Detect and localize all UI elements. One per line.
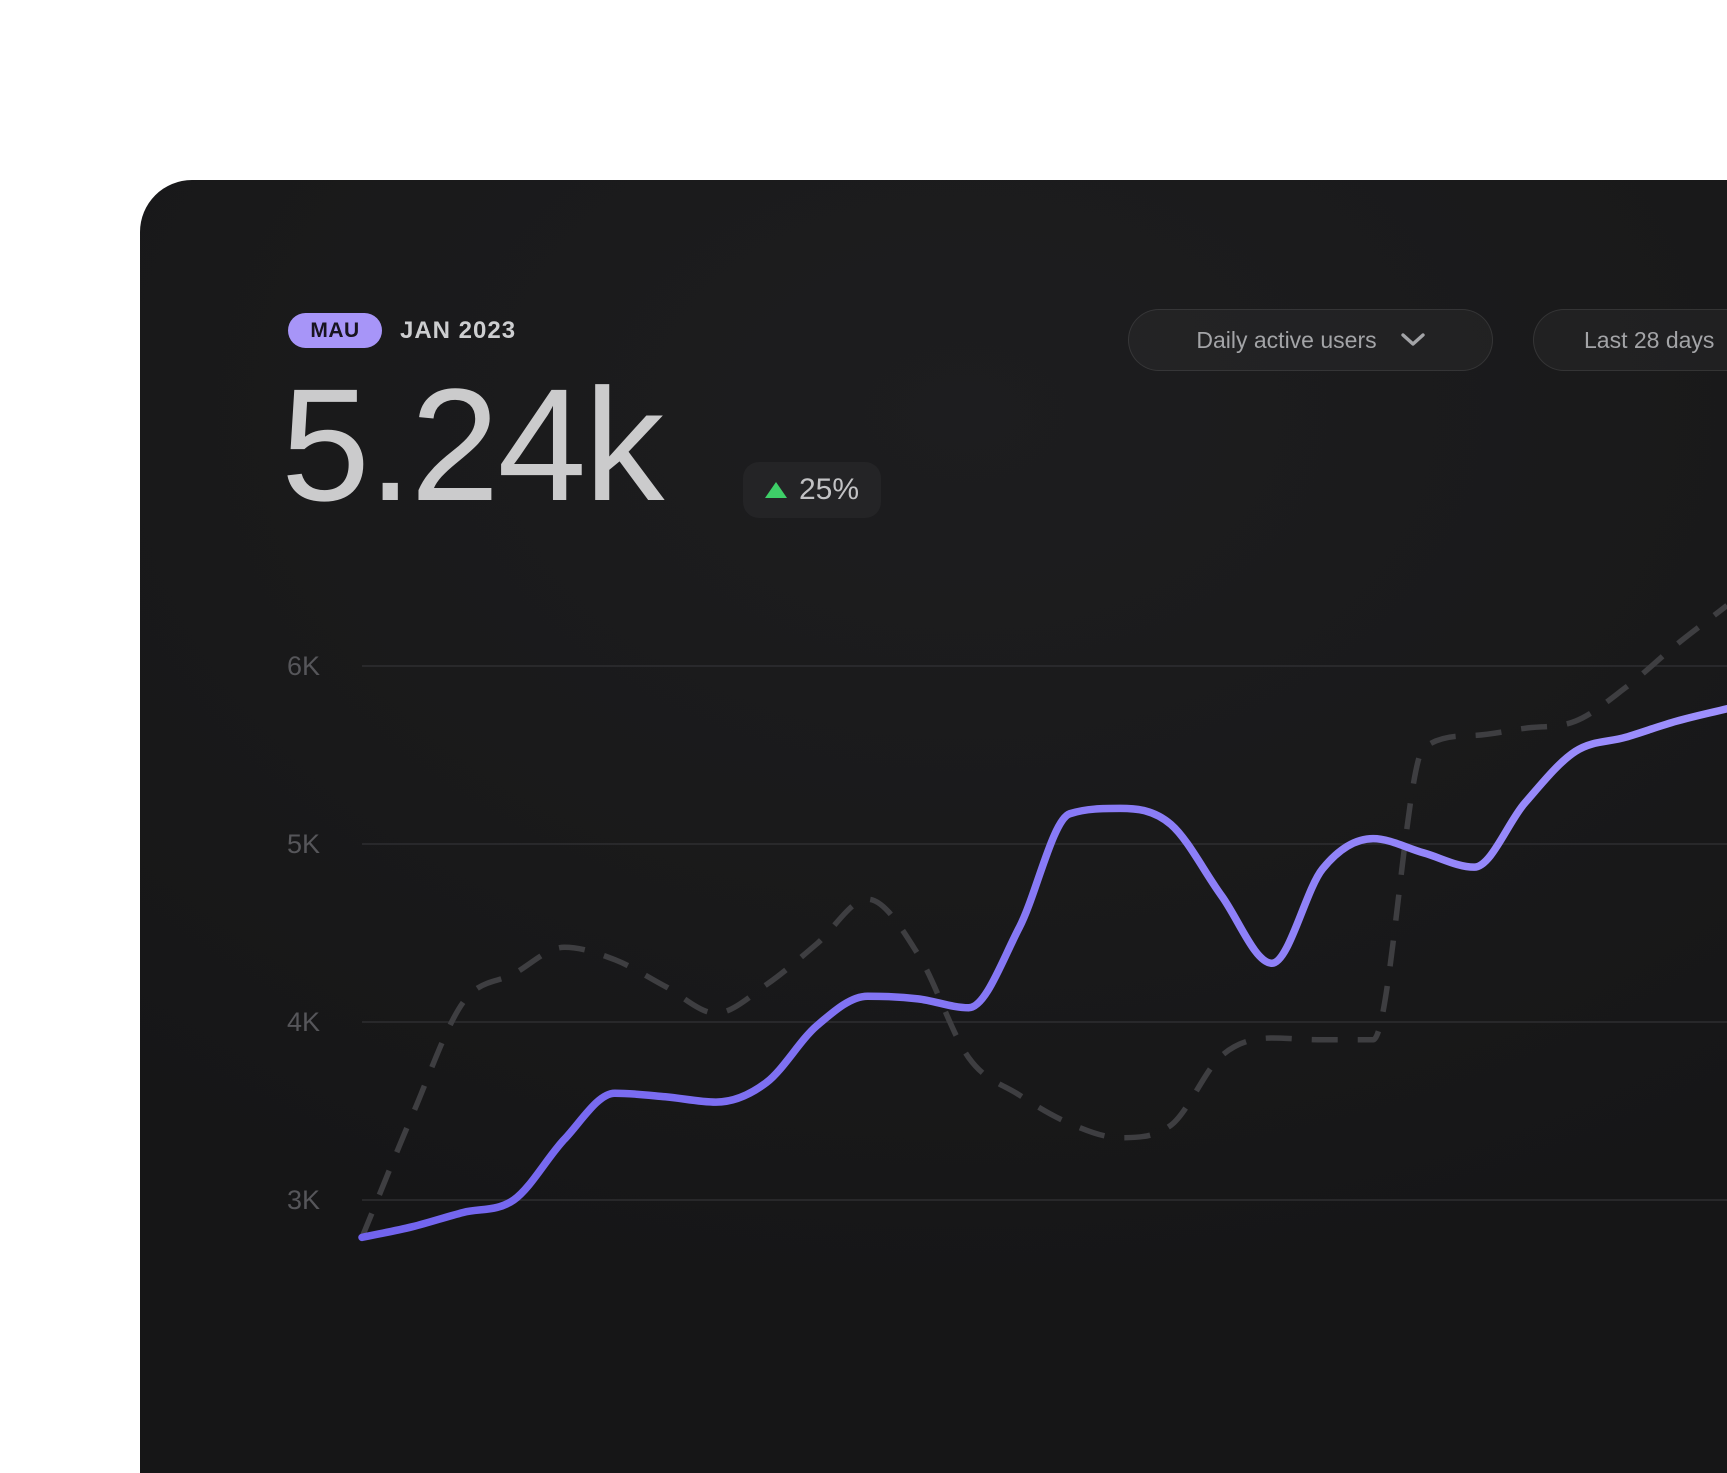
metric-value: 5.24k (281, 355, 664, 534)
delta-value: 25% (799, 473, 860, 506)
metric-badge: MAU (288, 313, 382, 348)
y-axis-label: 6K (286, 651, 320, 681)
metric-select[interactable]: Daily active users (1128, 309, 1493, 371)
period-label: JAN 2023 (400, 317, 517, 344)
range-select[interactable]: Last 28 days (1533, 309, 1727, 371)
delta-badge: 25% (743, 462, 882, 518)
comparison-line-dashed (359, 603, 1727, 1239)
chevron-down-icon (1400, 333, 1425, 346)
metric-select-label: Daily active users (1196, 326, 1377, 353)
current-line-solid (358, 704, 1727, 1242)
trend-up-icon (765, 482, 787, 498)
line-chart (358, 603, 1727, 1242)
y-axis-label: 3K (286, 1185, 320, 1215)
range-select-label: Last 28 days (1584, 326, 1715, 353)
y-axis-label: 4K (286, 1007, 320, 1037)
y-axis-label: 5K (286, 829, 320, 859)
analytics-card: MAU JAN 2023 5.24k 25% Daily active user… (140, 180, 1727, 1473)
